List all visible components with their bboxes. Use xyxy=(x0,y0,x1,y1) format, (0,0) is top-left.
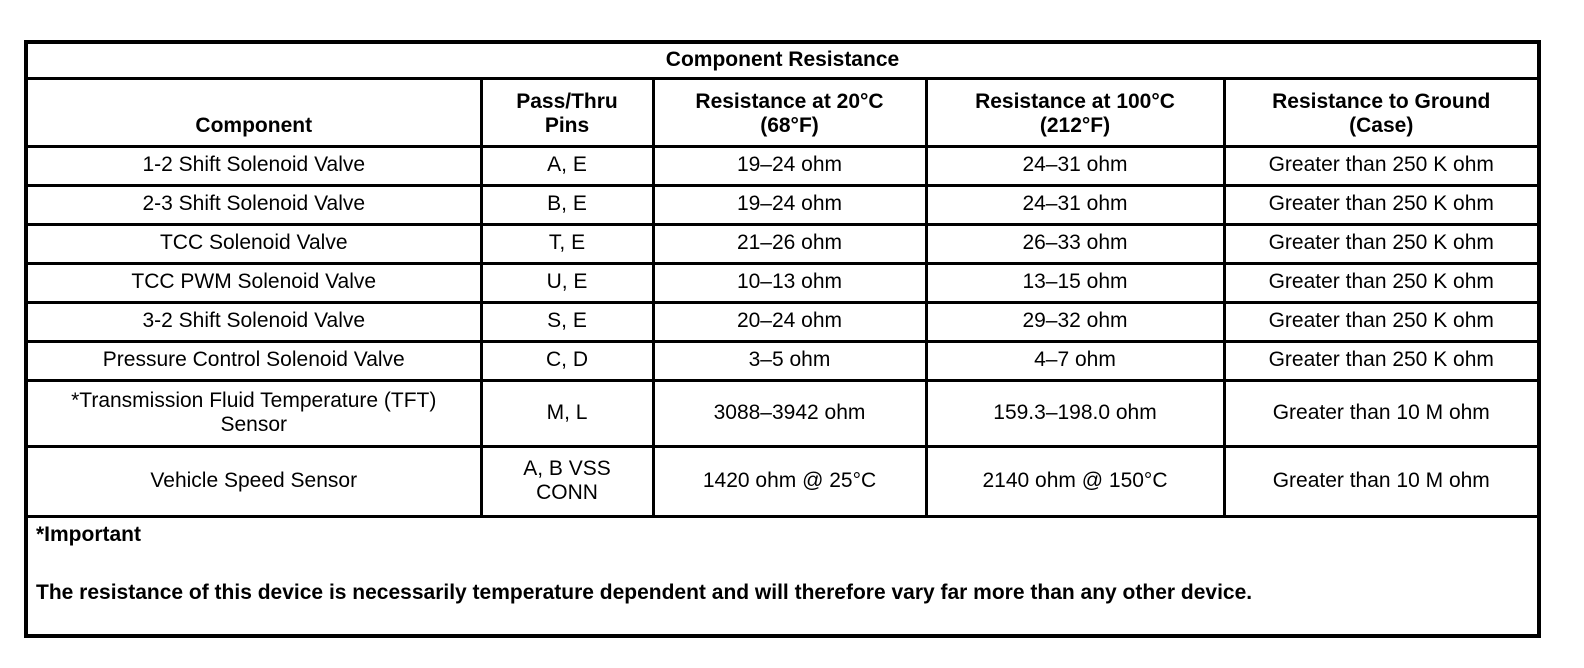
cell-component: TCC Solenoid Valve xyxy=(24,222,483,265)
footnote-cell: *Important The resistance of this device… xyxy=(24,514,1541,637)
table-row: 2-3 Shift Solenoid Valve B, E 19–24 ohm … xyxy=(24,183,1541,226)
footnote-row: *Important The resistance of this device… xyxy=(24,514,1541,637)
cell-resistance-20c: 19–24 ohm xyxy=(651,144,928,187)
footnote-heading: *Important xyxy=(36,522,141,546)
cell-resistance-to-ground: Greater than 10 M ohm xyxy=(1222,444,1541,518)
table-row: *Transmission Fluid Temperature (TFT) Se… xyxy=(24,378,1541,448)
cell-resistance-20c: 20–24 ohm xyxy=(651,300,928,343)
cell-pass-thru-pins: T, E xyxy=(479,222,655,265)
footnote-body: The resistance of this device is necessa… xyxy=(36,580,1253,604)
cell-resistance-to-ground: Greater than 250 K ohm xyxy=(1222,183,1541,226)
column-header-component: Component xyxy=(24,76,483,148)
table-body: 1-2 Shift Solenoid Valve A, E 19–24 ohm … xyxy=(24,144,1541,518)
cell-resistance-20c: 3–5 ohm xyxy=(651,339,928,382)
table-row: Vehicle Speed Sensor A, B VSS CONN 1420 … xyxy=(24,444,1541,518)
cell-resistance-20c: 3088–3942 ohm xyxy=(651,378,928,448)
cell-resistance-to-ground: Greater than 250 K ohm xyxy=(1222,222,1541,265)
cell-resistance-100c: 26–33 ohm xyxy=(924,222,1226,265)
cell-resistance-20c: 19–24 ohm xyxy=(651,183,928,226)
cell-resistance-100c: 24–31 ohm xyxy=(924,144,1226,187)
table-row: Pressure Control Solenoid Valve C, D 3–5… xyxy=(24,339,1541,382)
table-row: TCC Solenoid Valve T, E 21–26 ohm 26–33 … xyxy=(24,222,1541,265)
component-resistance-table: Component Resistance Component Pass/Thru… xyxy=(24,40,1541,638)
cell-resistance-100c: 4–7 ohm xyxy=(924,339,1226,382)
table-row: TCC PWM Solenoid Valve U, E 10–13 ohm 13… xyxy=(24,261,1541,304)
cell-resistance-to-ground: Greater than 250 K ohm xyxy=(1222,144,1541,187)
cell-resistance-20c: 21–26 ohm xyxy=(651,222,928,265)
cell-component: 3-2 Shift Solenoid Valve xyxy=(24,300,483,343)
table-row: 1-2 Shift Solenoid Valve A, E 19–24 ohm … xyxy=(24,144,1541,187)
table-title-row: Component Resistance xyxy=(24,40,1541,80)
cell-resistance-to-ground: Greater than 250 K ohm xyxy=(1222,300,1541,343)
cell-resistance-20c: 10–13 ohm xyxy=(651,261,928,304)
cell-component: 1-2 Shift Solenoid Valve xyxy=(24,144,483,187)
cell-resistance-to-ground: Greater than 10 M ohm xyxy=(1222,378,1541,448)
cell-component: 2-3 Shift Solenoid Valve xyxy=(24,183,483,226)
cell-resistance-100c: 13–15 ohm xyxy=(924,261,1226,304)
column-header-pass-thru-pins: Pass/Thru Pins xyxy=(479,76,655,148)
cell-resistance-100c: 159.3–198.0 ohm xyxy=(924,378,1226,448)
cell-pass-thru-pins: A, B VSS CONN xyxy=(479,444,655,518)
column-header-resistance-to-ground: Resistance to Ground (Case) xyxy=(1222,76,1541,148)
cell-resistance-100c: 2140 ohm @ 150°C xyxy=(924,444,1226,518)
cell-pass-thru-pins: A, E xyxy=(479,144,655,187)
cell-pass-thru-pins: S, E xyxy=(479,300,655,343)
cell-pass-thru-pins: B, E xyxy=(479,183,655,226)
column-header-resistance-100c: Resistance at 100°C (212°F) xyxy=(924,76,1226,148)
cell-pass-thru-pins: M, L xyxy=(479,378,655,448)
cell-component: TCC PWM Solenoid Valve xyxy=(24,261,483,304)
cell-resistance-100c: 24–31 ohm xyxy=(924,183,1226,226)
cell-resistance-to-ground: Greater than 250 K ohm xyxy=(1222,339,1541,382)
table-header-row: Component Pass/Thru Pins Resistance at 2… xyxy=(24,76,1541,148)
column-header-resistance-20c: Resistance at 20°C (68°F) xyxy=(651,76,928,148)
cell-component: Vehicle Speed Sensor xyxy=(24,444,483,518)
cell-resistance-100c: 29–32 ohm xyxy=(924,300,1226,343)
cell-pass-thru-pins: U, E xyxy=(479,261,655,304)
cell-resistance-20c: 1420 ohm @ 25°C xyxy=(651,444,928,518)
cell-resistance-to-ground: Greater than 250 K ohm xyxy=(1222,261,1541,304)
table-row: 3-2 Shift Solenoid Valve S, E 20–24 ohm … xyxy=(24,300,1541,343)
table-title: Component Resistance xyxy=(24,40,1541,80)
cell-component: *Transmission Fluid Temperature (TFT) Se… xyxy=(24,378,483,448)
cell-pass-thru-pins: C, D xyxy=(479,339,655,382)
cell-component: Pressure Control Solenoid Valve xyxy=(24,339,483,382)
